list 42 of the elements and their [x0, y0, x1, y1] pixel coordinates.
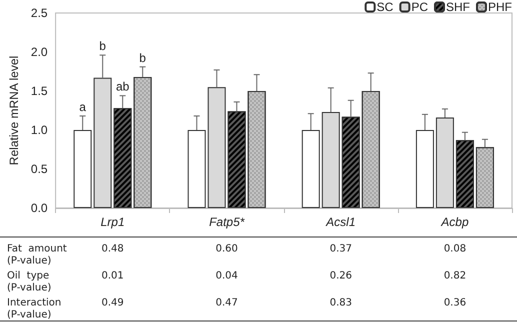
legend-label: SC	[376, 0, 394, 14]
x-tick-label: Lrp1	[100, 215, 125, 229]
bar	[416, 130, 434, 208]
bar	[94, 78, 112, 208]
bar	[74, 130, 92, 208]
text: 0.36	[444, 298, 466, 308]
bar	[436, 118, 454, 208]
data-label: ab	[116, 80, 130, 94]
y-tick-label: 0.0	[30, 201, 48, 215]
text: 0.47	[216, 298, 238, 308]
text: 0.01	[102, 270, 124, 282]
text: 0.48	[102, 244, 124, 254]
x-tick-label: Fatp5*	[209, 215, 245, 229]
text: Oil type (P-value)	[7, 270, 52, 294]
text: Fat amount (P-value)	[7, 244, 67, 266]
y-axis-title: Relative mRNA level	[7, 56, 21, 166]
bar	[302, 130, 320, 208]
bar	[188, 130, 206, 208]
text: 0.08	[444, 244, 466, 254]
x-tick-label: Acsl1	[325, 215, 356, 229]
text: 0.83	[330, 298, 352, 308]
text: 0.37	[330, 244, 352, 254]
x-tick-label: Acbp	[440, 215, 469, 229]
text: 0.04	[216, 270, 238, 282]
bar	[208, 87, 226, 208]
legend-label: PHF	[488, 0, 512, 14]
text: 0.49	[102, 298, 124, 308]
bar	[322, 112, 340, 208]
y-tick-label: 1.0	[30, 123, 48, 137]
text: 0.82	[444, 270, 466, 282]
data-label: a	[79, 100, 86, 114]
text: Interaction (P-value)	[7, 298, 62, 320]
y-tick-label: 2.0	[30, 45, 48, 59]
legend-label: SHF	[446, 0, 470, 14]
y-tick-label: 2.5	[30, 6, 48, 20]
y-tick-label: 0.5	[30, 162, 48, 176]
text: 0.60	[216, 244, 238, 254]
legend-label: PC	[411, 0, 428, 14]
text: 0.26	[330, 270, 352, 282]
y-tick-label: 1.5	[30, 84, 48, 98]
data-label: b	[139, 50, 146, 65]
data-label: b	[99, 39, 106, 54]
